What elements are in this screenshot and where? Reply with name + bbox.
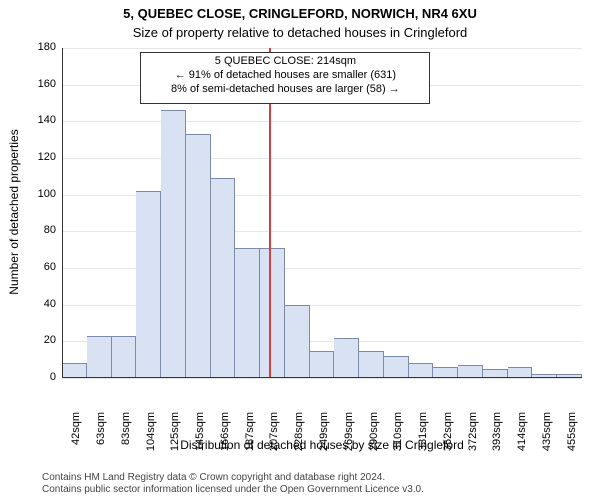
- x-tick-label: 104sqm: [145, 412, 157, 462]
- y-axis-label: Number of detached properties: [7, 112, 21, 312]
- y-axis: [62, 48, 63, 378]
- x-tick-label: 145sqm: [194, 412, 206, 462]
- x-axis: [62, 377, 582, 378]
- attribution-footer: Contains HM Land Registry data © Crown c…: [42, 472, 424, 496]
- x-tick-label: 187sqm: [244, 412, 256, 462]
- page-subtitle: Size of property relative to detached ho…: [0, 25, 600, 40]
- page-title: 5, QUEBEC CLOSE, CRINGLEFORD, NORWICH, N…: [0, 6, 600, 21]
- x-tick-label: 435sqm: [541, 412, 553, 462]
- y-tick-label: 160: [26, 78, 56, 90]
- x-tick-label: 228sqm: [293, 412, 305, 462]
- x-tick-label: 455sqm: [566, 412, 578, 462]
- y-tick-label: 120: [26, 151, 56, 163]
- x-tick-label: 83sqm: [120, 412, 132, 462]
- annotation-line: 5 QUEBEC CLOSE: 214sqm: [145, 55, 425, 69]
- y-tick-label: 180: [26, 41, 56, 53]
- y-tick-label: 100: [26, 188, 56, 200]
- histogram-bar: [260, 248, 285, 378]
- x-tick-label: 352sqm: [442, 412, 454, 462]
- histogram-bar: [235, 248, 260, 378]
- annotation-line: ← 91% of detached houses are smaller (63…: [145, 69, 425, 83]
- footer-line: Contains public sector information licen…: [42, 484, 424, 496]
- y-tick-label: 80: [26, 224, 56, 236]
- x-tick-label: 42sqm: [70, 412, 82, 462]
- histogram-bar: [161, 110, 186, 378]
- x-tick-label: 310sqm: [392, 412, 404, 462]
- x-tick-label: 414sqm: [516, 412, 528, 462]
- x-tick-label: 249sqm: [318, 412, 330, 462]
- histogram-bar: [310, 351, 335, 379]
- footer-line: Contains HM Land Registry data © Crown c…: [42, 472, 424, 484]
- y-tick-label: 0: [26, 371, 56, 383]
- annotation-box: 5 QUEBEC CLOSE: 214sqm← 91% of detached …: [140, 52, 430, 104]
- x-tick-label: 166sqm: [219, 412, 231, 462]
- histogram-bar: [112, 336, 137, 378]
- histogram-chart: 5 QUEBEC CLOSE: 214sqm← 91% of detached …: [62, 48, 582, 378]
- annotation-line: 8% of semi-detached houses are larger (5…: [145, 83, 425, 97]
- x-tick-label: 393sqm: [491, 412, 503, 462]
- x-tick-label: 125sqm: [169, 412, 181, 462]
- gridline: [62, 48, 582, 49]
- y-tick-label: 40: [26, 298, 56, 310]
- x-tick-label: 207sqm: [268, 412, 280, 462]
- y-tick-label: 140: [26, 114, 56, 126]
- y-tick-label: 60: [26, 261, 56, 273]
- x-tick-label: 331sqm: [417, 412, 429, 462]
- histogram-bar: [359, 351, 384, 379]
- histogram-bar: [409, 363, 434, 378]
- x-tick-label: 269sqm: [343, 412, 355, 462]
- histogram-bar: [334, 338, 359, 378]
- x-tick-label: 63sqm: [95, 412, 107, 462]
- histogram-bar: [87, 336, 112, 378]
- y-tick-label: 20: [26, 334, 56, 346]
- gridline: [62, 158, 582, 159]
- gridline: [62, 121, 582, 122]
- x-tick-label: 290sqm: [368, 412, 380, 462]
- histogram-bar: [62, 363, 87, 378]
- gridline: [62, 378, 582, 379]
- x-tick-label: 372sqm: [467, 412, 479, 462]
- histogram-bar: [136, 191, 161, 378]
- histogram-bar: [285, 305, 310, 378]
- histogram-bar: [186, 134, 211, 378]
- histogram-bar: [211, 178, 236, 378]
- histogram-bar: [384, 356, 409, 378]
